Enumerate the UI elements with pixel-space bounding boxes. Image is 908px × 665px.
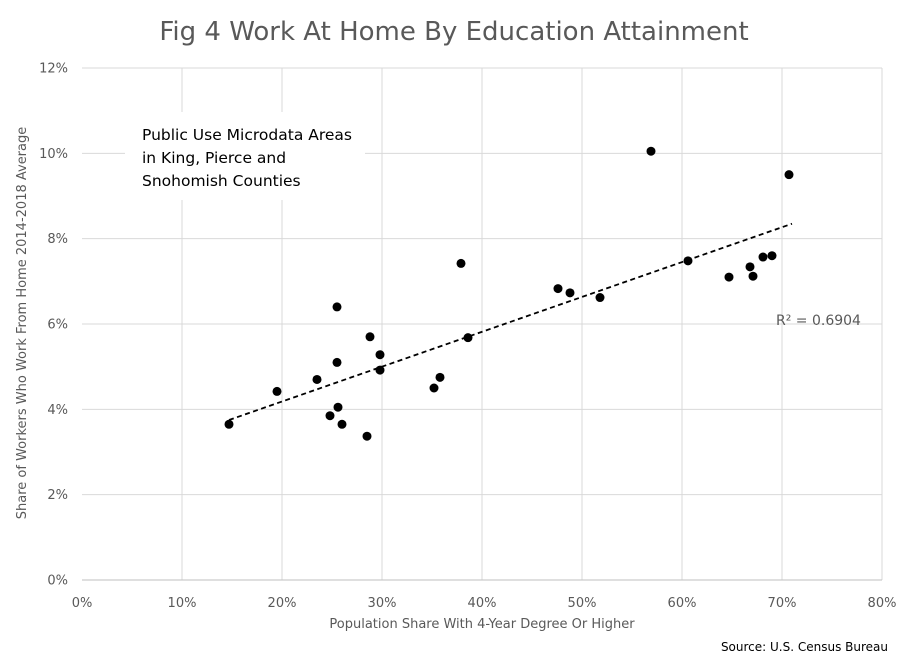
x-tick-label: 40% (468, 596, 497, 611)
x-tick-label: 30% (368, 596, 397, 611)
data-point (784, 170, 794, 180)
annotation-line-3: Snohomish Counties (142, 172, 301, 190)
x-tick-label: 20% (268, 596, 297, 611)
y-tick-label: 0% (47, 574, 68, 589)
annotation-box: Public Use Microdata Areas in King, Pier… (125, 112, 365, 200)
x-tick-label: 80% (868, 596, 897, 611)
data-point (224, 419, 234, 429)
data-point (646, 146, 656, 156)
data-point (553, 284, 563, 294)
data-point (365, 332, 375, 342)
data-point (456, 258, 466, 268)
x-tick-label: 50% (568, 596, 597, 611)
r-squared-label: R² = 0.6904 (776, 313, 861, 329)
y-tick-label: 12% (39, 62, 68, 77)
x-axis-label: Population Share With 4-Year Degree Or H… (329, 617, 635, 632)
data-point (767, 251, 777, 261)
data-point (337, 419, 347, 429)
data-point (595, 293, 605, 303)
data-point (332, 357, 342, 367)
y-tick-label: 8% (47, 232, 68, 247)
y-tick-label: 2% (47, 488, 68, 503)
data-point (724, 272, 734, 282)
data-points (224, 146, 794, 441)
data-point (435, 372, 445, 382)
data-point (463, 333, 473, 343)
data-point (362, 431, 372, 441)
chart-title: Fig 4 Work At Home By Education Attainme… (159, 17, 748, 47)
annotation-line-2: in King, Pierce and (142, 149, 286, 167)
y-axis-label: Share of Workers Who Work From Home 2014… (15, 127, 30, 519)
x-tick-label: 10% (168, 596, 197, 611)
data-point (683, 256, 693, 266)
data-point (325, 411, 335, 421)
data-point (745, 262, 755, 272)
trendline (228, 222, 793, 421)
gridlines (82, 67, 883, 580)
data-point (429, 383, 439, 393)
x-axis-ticks: 0% 10% 20% 30% 40% 50% 60% 70% 80% (72, 596, 897, 611)
source-note: Source: U.S. Census Bureau (721, 640, 888, 654)
data-point (332, 302, 342, 312)
y-axis-ticks: 0% 2% 4% 6% 8% 10% 12% (39, 62, 68, 589)
data-point (565, 288, 575, 298)
x-tick-label: 70% (768, 596, 797, 611)
data-point (748, 271, 758, 281)
annotation-background (125, 112, 365, 200)
y-tick-label: 10% (39, 147, 68, 162)
data-point (272, 386, 282, 396)
x-tick-label: 60% (668, 596, 697, 611)
y-tick-label: 6% (47, 318, 68, 333)
annotation-line-1: Public Use Microdata Areas (142, 126, 352, 144)
data-point (758, 252, 768, 262)
y-tick-label: 4% (47, 403, 68, 418)
data-point (375, 365, 385, 375)
x-tick-label: 0% (72, 596, 93, 611)
data-point (375, 350, 385, 360)
data-point (333, 402, 343, 412)
data-point (312, 374, 322, 384)
